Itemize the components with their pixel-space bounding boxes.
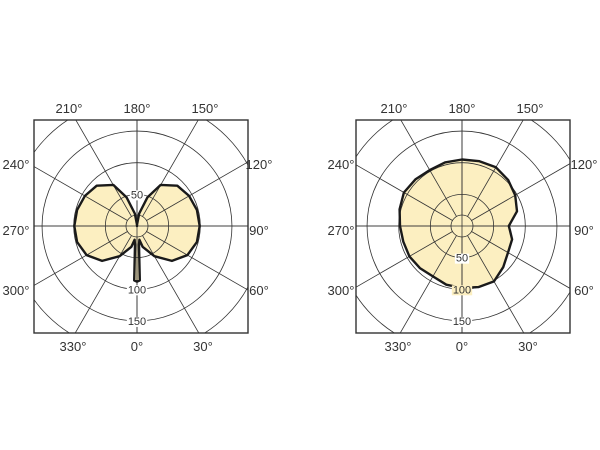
angle-label: 270°	[328, 223, 355, 238]
intensity-curve	[73, 183, 201, 283]
tick-label-background	[126, 285, 148, 296]
angle-label: 150°	[517, 101, 544, 116]
grid-spoke	[400, 120, 457, 217]
angle-label: 30°	[193, 339, 213, 354]
plot-frame	[355, 119, 571, 334]
grid-spoke	[142, 120, 199, 217]
grid-spoke	[34, 166, 128, 221]
radial-tick-label: 50	[131, 189, 143, 201]
polar-grid	[34, 120, 248, 333]
radial-tick-label: 150	[128, 316, 146, 328]
tick-label-background	[454, 253, 470, 264]
angle-label: 60°	[249, 283, 269, 298]
grid-spoke	[399, 235, 457, 333]
radial-tick-label: 50	[456, 253, 468, 265]
grid-spoke	[142, 235, 200, 333]
grid-spoke	[75, 120, 132, 217]
angle-label: 30°	[518, 339, 538, 354]
tick-label-background	[129, 190, 145, 201]
radial-tick-label: 100	[128, 284, 146, 296]
grid-spoke	[356, 231, 453, 288]
tick-label-background	[451, 285, 473, 296]
angle-label: 120°	[246, 157, 273, 172]
grid-spoke	[146, 231, 248, 291]
polar-chart-2: 50 100 150 210° 180° 150° 240° 270° 300° 120° 90° 6…	[328, 101, 598, 354]
angle-label: 210°	[56, 101, 83, 116]
grid-spoke	[34, 231, 128, 286]
grid-spoke	[467, 235, 525, 333]
angle-label: 240°	[3, 157, 30, 172]
angle-label: 180°	[449, 101, 476, 116]
grid-spoke	[471, 231, 570, 289]
angle-label: 150°	[192, 101, 219, 116]
angle-label: 210°	[381, 101, 408, 116]
angle-label: 180°	[124, 101, 151, 116]
radial-tick-label: 150	[453, 316, 471, 328]
radial-tick-label: 100	[453, 284, 471, 296]
angle-label: 90°	[249, 223, 269, 238]
angle-label: 120°	[571, 157, 598, 172]
tick-label-background	[126, 316, 148, 327]
angle-label: 330°	[385, 339, 412, 354]
angle-label: 330°	[60, 339, 87, 354]
angle-label: 90°	[574, 223, 594, 238]
polar-grid	[356, 120, 570, 333]
intensity-curve	[398, 158, 519, 290]
angle-label: 240°	[328, 157, 355, 172]
angle-label: 300°	[3, 283, 30, 298]
angle-label: 60°	[574, 283, 594, 298]
grid-spoke	[471, 163, 570, 221]
angle-label: 300°	[328, 283, 355, 298]
grid-spoke	[356, 164, 453, 221]
grid-spoke	[74, 235, 132, 333]
tick-label-background	[451, 316, 473, 327]
grid-spoke	[467, 120, 524, 217]
polar-chart-1: 50 100 150 210° 180° 150° 240° 270° 300° 120° 90° 6…	[3, 101, 273, 354]
plot-frame	[33, 119, 249, 334]
angle-label: 0°	[131, 339, 143, 354]
grid-spoke	[146, 161, 248, 221]
intensity-fill	[399, 159, 517, 288]
angle-label: 270°	[3, 223, 30, 238]
angle-label: 0°	[456, 339, 468, 354]
